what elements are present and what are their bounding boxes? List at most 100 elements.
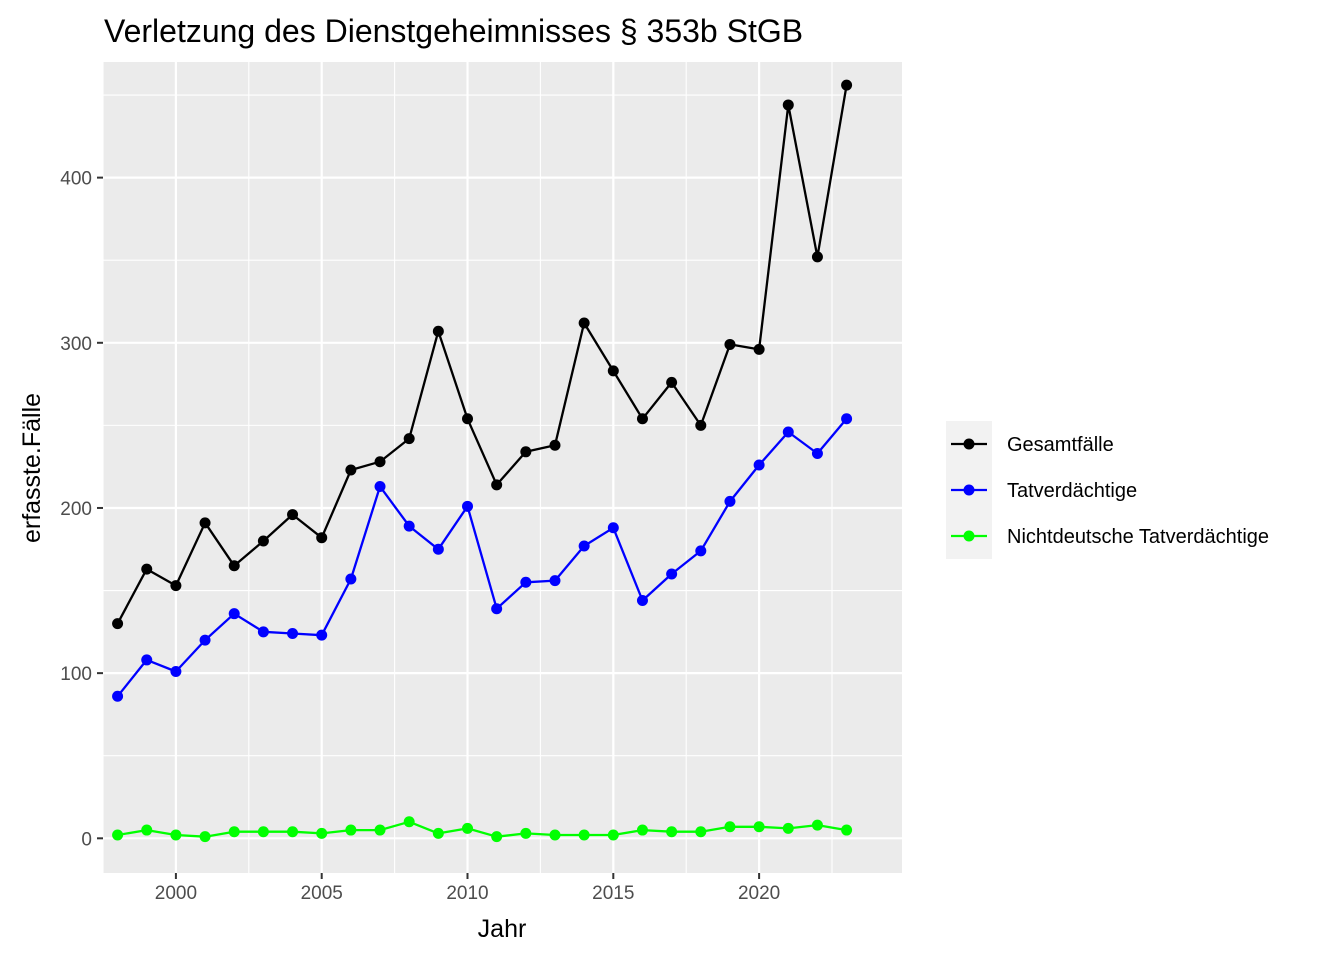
- legend-key-point: [963, 530, 975, 542]
- data-point: [636, 413, 648, 425]
- x-tick-label: 2020: [738, 883, 780, 904]
- data-point: [170, 829, 182, 841]
- data-point: [345, 464, 357, 476]
- x-tick-label: 2005: [301, 883, 343, 904]
- data-point: [199, 831, 211, 843]
- legend: Gesamtfälle Tatverdächtige Nichtdeutsche T…: [946, 421, 1269, 559]
- series-line: [116, 418, 848, 698]
- data-point: [549, 439, 561, 451]
- data-point: [374, 480, 386, 492]
- data-point: [520, 576, 532, 588]
- data-point: [228, 560, 240, 572]
- data-point: [520, 446, 532, 458]
- data-point: [607, 522, 619, 534]
- data-point: [636, 594, 648, 606]
- data-point: [695, 545, 707, 557]
- data-point: [112, 829, 124, 841]
- data-point: [374, 456, 386, 468]
- y-tick-label: 100: [60, 664, 92, 685]
- data-point: [345, 573, 357, 585]
- legend-key-point: [963, 484, 975, 496]
- data-point: [753, 343, 765, 355]
- data-point: [257, 626, 269, 638]
- data-point: [228, 608, 240, 620]
- data-point: [316, 532, 328, 544]
- data-point: [607, 365, 619, 377]
- y-axis-title: erfasste.Fälle: [18, 393, 46, 543]
- data-point: [491, 831, 503, 843]
- series-1: [112, 79, 853, 630]
- legend-label: Nichtdeutsche Tatverdächtige: [1007, 526, 1269, 548]
- data-point: [520, 827, 532, 839]
- data-point: [462, 822, 474, 834]
- data-point: [666, 376, 678, 388]
- data-point: [141, 824, 153, 836]
- series-layer: [112, 79, 853, 843]
- legend-item: Nichtdeutsche Tatverdächtige: [946, 513, 1269, 559]
- data-point: [432, 543, 444, 555]
- data-point: [578, 540, 590, 552]
- y-axis: 0 100 200 300 400: [60, 169, 103, 850]
- chart-title: Verletzung des Dienstgeheimnisses § 353b…: [104, 13, 803, 49]
- x-axis-title: Jahr: [478, 915, 527, 943]
- x-axis: 2000 2005 2010 2015 2020: [155, 873, 780, 904]
- data-point: [578, 317, 590, 329]
- data-point: [549, 575, 561, 587]
- series-3: [112, 816, 853, 843]
- data-point: [724, 338, 736, 350]
- y-tick-label: 300: [60, 334, 92, 355]
- data-point: [374, 824, 386, 836]
- data-point: [811, 251, 823, 263]
- series-2: [112, 413, 853, 702]
- data-point: [753, 821, 765, 833]
- data-point: [257, 535, 269, 547]
- plot-panel: [103, 62, 902, 873]
- data-point: [782, 99, 794, 111]
- data-point: [811, 819, 823, 831]
- data-point: [199, 517, 211, 529]
- data-point: [287, 627, 299, 639]
- data-point: [403, 433, 415, 445]
- data-point: [141, 563, 153, 575]
- data-point: [287, 826, 299, 838]
- legend-item: Gesamtfälle: [946, 421, 1114, 467]
- legend-item: Tatverdächtige: [946, 467, 1137, 513]
- legend-label: Tatverdächtige: [1007, 480, 1137, 502]
- data-point: [782, 822, 794, 834]
- data-point: [666, 568, 678, 580]
- legend-key-point: [963, 438, 975, 450]
- data-point: [578, 829, 590, 841]
- series-line: [116, 84, 848, 625]
- data-point: [607, 829, 619, 841]
- data-point: [112, 618, 124, 630]
- data-point: [403, 816, 415, 828]
- data-point: [112, 690, 124, 702]
- data-point: [287, 509, 299, 521]
- data-point: [316, 827, 328, 839]
- data-point: [753, 459, 765, 471]
- data-point: [811, 447, 823, 459]
- x-tick-label: 2015: [592, 883, 634, 904]
- data-point: [841, 824, 853, 836]
- data-point: [228, 826, 240, 838]
- data-point: [432, 325, 444, 337]
- data-point: [782, 426, 794, 438]
- data-point: [695, 826, 707, 838]
- data-point: [345, 824, 357, 836]
- data-point: [170, 665, 182, 677]
- data-point: [403, 520, 415, 532]
- data-point: [432, 827, 444, 839]
- data-point: [199, 634, 211, 646]
- data-point: [257, 826, 269, 838]
- data-point: [636, 824, 648, 836]
- x-tick-label: 2010: [446, 883, 488, 904]
- data-point: [724, 495, 736, 507]
- data-point: [316, 629, 328, 641]
- data-point: [462, 500, 474, 512]
- data-point: [841, 79, 853, 91]
- data-point: [141, 654, 153, 666]
- y-tick-label: 0: [81, 829, 92, 850]
- grid-major: [103, 62, 902, 873]
- data-point: [724, 821, 736, 833]
